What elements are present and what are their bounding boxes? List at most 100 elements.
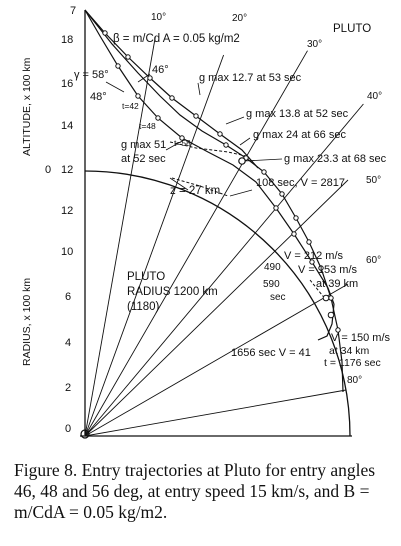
marker [102, 30, 108, 36]
altitude-tick: 16 [61, 78, 73, 90]
altitude-tick: 14 [61, 120, 73, 132]
planet-name-label: PLUTO [127, 271, 165, 283]
trajectory-curves [84, 9, 344, 393]
leader-gmax-23-3 [243, 158, 283, 162]
leader-gmax-24 [239, 137, 251, 146]
radial-line-60 [84, 283, 349, 437]
planet-radius-label: RADIUS 1200 km [127, 286, 218, 298]
angle-label-50: 50° [366, 175, 381, 186]
marker [328, 295, 334, 301]
leader-gmax-13-8 [225, 116, 245, 125]
trajectory-markers [102, 30, 341, 333]
gmax-label: g max 51 [121, 139, 166, 151]
leader-108-sec [229, 189, 253, 197]
altitude-tick: 18 [61, 34, 73, 46]
marker [273, 205, 279, 211]
radial-line-80 [84, 389, 347, 437]
angle-label-80: 80° [347, 375, 362, 386]
planet-label: PLUTO [333, 23, 371, 35]
gmax-label: g max 23.3 at 68 sec [284, 153, 387, 165]
marker [306, 239, 312, 245]
altitude-tick: 0 [45, 164, 51, 176]
marker [135, 93, 141, 99]
marker [115, 63, 121, 69]
trajectory-label: at 34 km [329, 345, 370, 357]
time-label: t=42 [122, 101, 139, 111]
radius-axis-label: RADIUS, x 100 km [21, 278, 33, 366]
trajectory-label: V = 212 m/s [284, 250, 344, 262]
trajectory-label: V = 150 m/s [331, 332, 391, 344]
marker [261, 169, 267, 175]
radius-tick: 0 [65, 423, 71, 435]
leader-lines [105, 73, 283, 197]
marker [335, 327, 341, 333]
radial-line-30 [84, 50, 308, 437]
marker [279, 191, 285, 197]
figure-caption: Figure 8. Entry trajectories at Pluto fo… [14, 460, 384, 523]
open-circle-marker [322, 294, 330, 302]
angle-label-10: 10° [151, 12, 166, 23]
trajectory-label: sec [270, 292, 286, 303]
marker [179, 135, 185, 141]
time-label: t=48 [139, 121, 156, 131]
trajectory-gamma-46 [84, 9, 344, 393]
radius-tick: 10 [61, 246, 73, 258]
open-circle-marker [327, 311, 335, 319]
trajectory-label: 108 sec, V = 2817 [256, 177, 345, 189]
trajectory-label: t = 1176 sec [324, 357, 381, 369]
radial-line-20 [84, 54, 225, 437]
radius-tick: 4 [65, 337, 71, 349]
radial-line-10 [84, 36, 156, 437]
radius-tick: 12 [61, 205, 73, 217]
marker [291, 231, 297, 237]
open-circle-marker [238, 157, 246, 165]
radial-angle-lines [84, 36, 364, 437]
dashed-guides [169, 141, 327, 301]
dashed-guide-t58 [169, 141, 247, 157]
trajectory-gamma-48 [84, 9, 335, 305]
radius-tick: 6 [65, 291, 71, 303]
leader-gmax-51 [165, 139, 185, 151]
leader-46 [137, 73, 151, 83]
marker [293, 215, 299, 221]
radius-tick: 2 [65, 382, 71, 394]
gamma-48-label: 48° [90, 91, 107, 103]
marker [155, 115, 161, 121]
marker [223, 142, 229, 148]
time-label: t=58 [174, 138, 191, 148]
gmax-label: g max 12.7 at 53 sec [199, 72, 302, 84]
gmax-label: at 52 sec [121, 153, 166, 165]
leader-gamma-48 [105, 81, 125, 93]
gmax-label: g max 24 at 66 sec [253, 129, 346, 141]
radial-line-50 [84, 179, 349, 437]
leader-gmax-12-7 [197, 82, 201, 96]
trajectory-label: 490 [264, 262, 281, 273]
trajectory-label: 590 [263, 279, 280, 290]
altitude-tick: 7 [70, 5, 76, 17]
marker [193, 113, 199, 119]
gamma-46-label: 46° [152, 64, 169, 76]
radial-line-40 [84, 103, 364, 437]
marker [318, 265, 324, 271]
gmax-label: g max 13.8 at 52 sec [246, 108, 349, 120]
beta-label: β = m/Cd A = 0.05 kg/m2 [113, 33, 240, 45]
angle-label-30: 30° [307, 39, 322, 50]
altitude-tick: 12 [61, 164, 73, 176]
leader-z [169, 177, 189, 191]
z-label: z = 27 km [170, 185, 220, 197]
marker [309, 259, 315, 265]
gamma-58-label: γ = 58° [74, 69, 109, 81]
angle-label-40: 40° [367, 91, 382, 102]
trajectory-label: V = 153 m/s [298, 264, 358, 276]
caption-text: Figure 8. Entry trajectories at Pluto fo… [14, 460, 376, 522]
trajectory-label: 1656 sec V = 41 [231, 347, 311, 359]
angle-label-20: 20° [232, 13, 247, 24]
planet-radius-alt-label: (1180) [127, 301, 160, 313]
altitude-axis-label: ALTITUDE, x 100 km [21, 57, 33, 156]
marker [147, 75, 153, 81]
marker [217, 131, 223, 137]
marker [169, 95, 175, 101]
marker [125, 54, 131, 60]
